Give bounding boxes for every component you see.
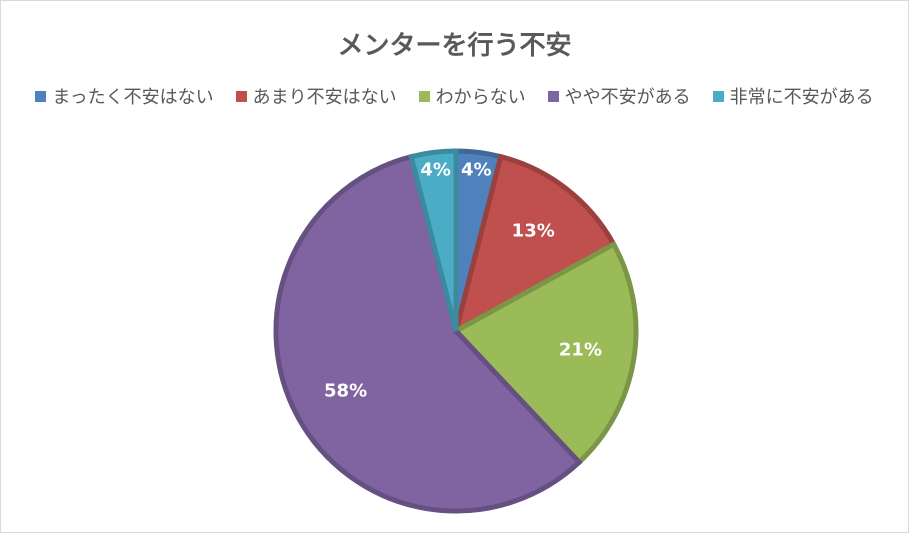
legend-item: まったく不安はない <box>35 83 214 109</box>
pie-slice <box>452 153 618 336</box>
legend-swatch <box>35 90 47 102</box>
legend-swatch <box>712 90 724 102</box>
data-label: 21% <box>559 340 602 361</box>
legend-swatch <box>547 90 559 102</box>
legend-item: 非常に不安がある <box>712 83 874 109</box>
pie-slice <box>273 153 583 514</box>
chart-title: メンターを行う不安 <box>337 31 572 61</box>
pie-slice <box>408 148 459 332</box>
legend-label: あまり不安はない <box>252 87 397 108</box>
legend-item: やや不安がある <box>547 83 691 109</box>
legend: まったく不安はない あまり不安はない わからない やや不安がある 非常に不安がある <box>1 83 908 109</box>
legend-label: 非常に不安がある <box>729 87 874 108</box>
legend-swatch <box>418 90 430 102</box>
legend-label: やや不安がある <box>564 87 691 108</box>
legend-item: わからない <box>418 83 526 109</box>
data-label: 4% <box>461 159 492 180</box>
data-label: 4% <box>420 159 451 180</box>
legend-label: わからない <box>435 87 526 108</box>
data-label: 13% <box>512 220 555 241</box>
pie-slice <box>451 240 639 466</box>
legend-label: まったく不安はない <box>52 87 214 108</box>
data-label: 58% <box>324 381 367 402</box>
legend-item: あまり不安はない <box>235 83 397 109</box>
legend-swatch <box>235 90 247 102</box>
